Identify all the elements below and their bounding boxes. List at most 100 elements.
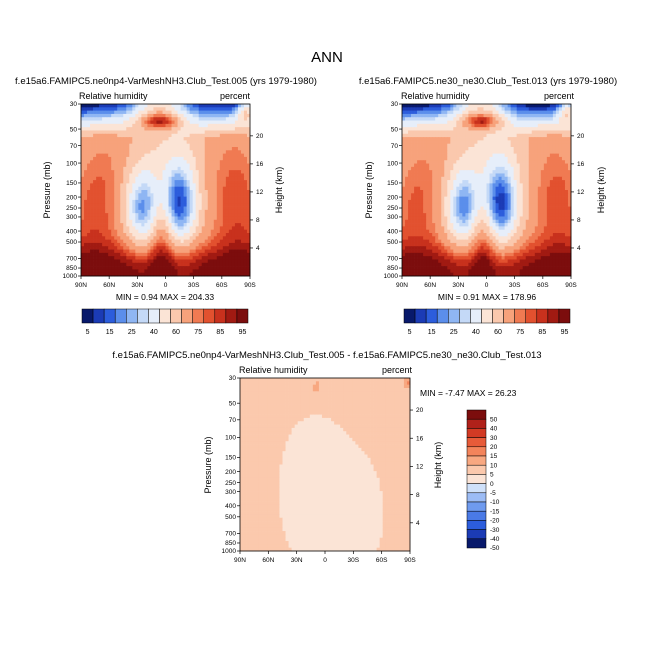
heatmap-cell	[429, 153, 433, 158]
heatmap-cell	[213, 130, 218, 135]
heatmap-cell	[468, 143, 472, 148]
heatmap-cell	[147, 137, 151, 141]
heatmap-cell	[468, 153, 472, 158]
heatmap-cell	[240, 233, 245, 237]
heatmap-cell	[408, 183, 412, 188]
heatmap-cell	[534, 140, 539, 145]
heatmap-cell	[114, 226, 118, 231]
heatmap-cell	[186, 123, 190, 128]
heatmap-cell	[147, 170, 151, 174]
heatmap-cell	[219, 120, 224, 125]
heatmap-cell	[198, 209, 203, 214]
heatmap-cell	[183, 147, 187, 151]
heatmap-cell	[114, 266, 118, 270]
heatmap-cell	[471, 150, 475, 154]
heatmap-cell	[150, 130, 154, 135]
heatmap-cell	[450, 176, 454, 181]
heatmap-cell	[501, 130, 505, 135]
heatmap-cell	[456, 120, 460, 125]
heatmap-cell	[498, 183, 502, 188]
heatmap-cell	[237, 130, 242, 135]
heatmap-cell	[543, 123, 548, 128]
heatmap-cell	[408, 219, 412, 224]
heatmap-cell	[240, 107, 245, 111]
heatmap-cell	[558, 190, 563, 194]
heatmap-cell	[246, 249, 251, 254]
heatmap-cell	[546, 147, 551, 151]
heatmap-cell	[144, 137, 148, 141]
heatmap-cell	[147, 163, 151, 168]
heatmap-cell	[414, 130, 418, 135]
heatmap-cell	[465, 183, 469, 188]
heatmap-cell	[123, 186, 127, 191]
heatmap-cell	[480, 150, 484, 154]
heatmap-cell	[111, 156, 115, 161]
heatmap-cell	[114, 242, 118, 247]
heatmap-cell	[531, 180, 536, 184]
heatmap-cell	[183, 170, 187, 174]
left-ylabel-right: Height (km)	[274, 167, 284, 214]
heatmap-cell	[558, 133, 563, 138]
heatmap-cell	[180, 180, 184, 184]
heatmap-cell	[135, 170, 139, 174]
heatmap-cell	[153, 266, 157, 270]
heatmap-cell	[111, 209, 115, 214]
heatmap-cell	[519, 153, 524, 158]
heatmap-cell	[546, 176, 551, 181]
heatmap-cell	[216, 150, 221, 154]
heatmap-cell	[417, 127, 421, 131]
heatmap-cell	[450, 203, 454, 207]
heatmap-cell	[195, 153, 200, 158]
heatmap-cell	[216, 272, 221, 277]
heatmap-cell	[552, 110, 557, 115]
heatmap-cell	[120, 147, 124, 151]
heatmap-cell	[414, 199, 418, 204]
heatmap-cell	[189, 203, 194, 207]
heatmap-cell	[426, 213, 430, 217]
heatmap-cell	[219, 133, 224, 138]
heatmap-cell	[207, 199, 212, 204]
heatmap-cell	[192, 133, 197, 138]
heatmap-cell	[93, 133, 97, 138]
heatmap-cell	[153, 193, 157, 197]
heatmap-cell	[210, 117, 215, 121]
heatmap-cell	[195, 166, 200, 171]
heatmap-cell	[165, 113, 169, 118]
heatmap-cell	[87, 160, 91, 164]
heatmap-cell	[240, 193, 245, 197]
heatmap-cell	[111, 223, 115, 227]
heatmap-cell	[438, 110, 442, 115]
heatmap-cell	[471, 123, 475, 128]
heatmap-cell	[507, 120, 511, 125]
heatmap-cell	[216, 239, 221, 244]
heatmap-cell	[225, 104, 230, 108]
heatmap-cell	[138, 193, 142, 197]
heatmap-cell	[192, 170, 197, 174]
heatmap-cell	[81, 249, 85, 254]
heatmap-cell	[87, 117, 91, 121]
heatmap-cell	[162, 176, 166, 181]
heatmap-cell	[492, 130, 496, 135]
heatmap-cell	[165, 166, 169, 171]
heatmap-cell	[117, 213, 121, 217]
heatmap-cell	[423, 180, 427, 184]
heatmap-cell	[183, 226, 187, 231]
heatmap-cell	[102, 173, 106, 178]
heatmap-cell	[84, 236, 88, 240]
heatmap-cell	[123, 150, 127, 154]
heatmap-cell	[429, 193, 433, 197]
heatmap-cell	[546, 199, 551, 204]
heatmap-cell	[462, 213, 466, 217]
heatmap-cell	[507, 156, 511, 161]
heatmap-cell	[177, 170, 181, 174]
heatmap-cell	[213, 186, 218, 191]
heatmap-cell	[513, 196, 518, 201]
heatmap-cell	[168, 236, 172, 240]
heatmap-cell	[540, 113, 545, 118]
heatmap-cell	[198, 213, 203, 217]
heatmap-cell	[561, 216, 566, 221]
heatmap-cell	[87, 170, 91, 174]
heatmap-cell	[453, 107, 457, 111]
heatmap-cell	[141, 120, 145, 125]
heatmap-cell	[204, 120, 209, 125]
